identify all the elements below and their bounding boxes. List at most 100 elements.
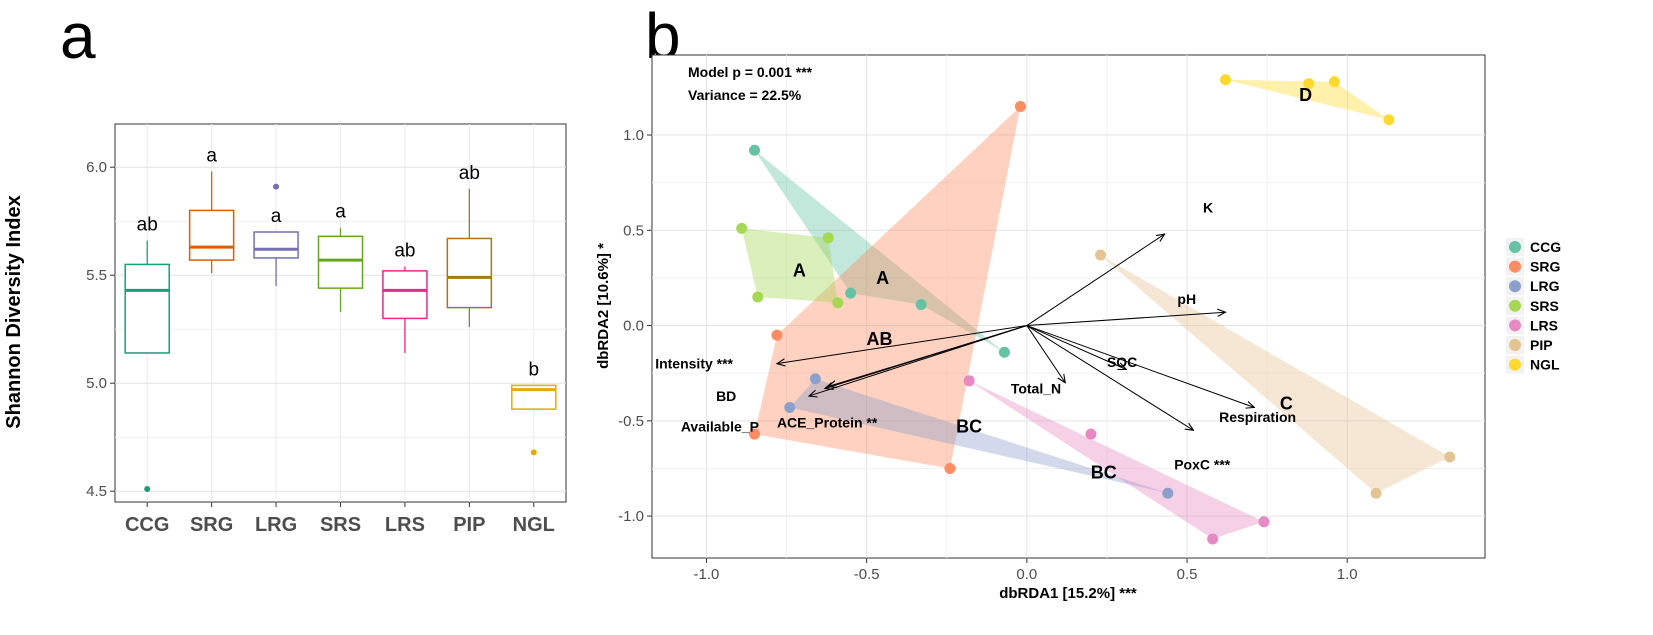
legend-label-lrg: LRG [1530, 278, 1560, 294]
vector-k [1026, 234, 1165, 326]
dbrda-group-labels: A A AB BC BC C D [793, 85, 1312, 482]
dbrda-env-vectors: KpH Intensity *** BD Available_P ACE_Protein… [655, 199, 1296, 472]
legend-swatch-lrs [1509, 319, 1521, 332]
group-label: A [793, 260, 806, 280]
vector-label-respiration: Respiration [1219, 409, 1296, 425]
hull-srs [741, 228, 838, 303]
significance-letter-lrg: a [271, 206, 282, 227]
outlier-point [273, 183, 280, 190]
point-srg [771, 329, 783, 341]
hull-srg [754, 106, 1021, 469]
group-label: AB [866, 329, 892, 349]
box-iqr [511, 384, 557, 410]
box-srg [188, 171, 235, 274]
outlier-point [144, 486, 151, 493]
legend-swatch-ccg [1509, 241, 1521, 253]
vector-label-available-p: Available_P [681, 419, 759, 435]
dbrda-grid [652, 55, 1485, 558]
y-tick-label: -0.5 [618, 413, 644, 430]
vector-label-total-n: Total_N [1011, 380, 1061, 396]
dbrda-legend: CCG SRG LRG SRS LRS PIP NGL [1506, 238, 1561, 374]
point-ccg [915, 299, 927, 311]
point-lrg [809, 373, 821, 385]
x-tick-label-ccg: CCG [125, 514, 169, 536]
x-tick-label: 0.0 [1016, 566, 1037, 583]
point-srg [749, 428, 761, 440]
hull-ccg [754, 150, 1005, 353]
point-srs [832, 297, 844, 309]
dbrda-panel: KpH Intensity *** BD Available_P ACE_Protein… [595, 54, 1561, 602]
point-lrs [1258, 516, 1270, 528]
significance-letter-ngl: b [528, 359, 539, 380]
point-srs [736, 222, 748, 234]
x-tick-label: -0.5 [854, 566, 880, 583]
y-tick-label: 5.0 [86, 375, 107, 392]
box-ngl [511, 384, 557, 456]
x-tick-label-srs: SRS [320, 514, 361, 536]
group-label: C [1280, 394, 1293, 414]
boxplot-boxes [124, 171, 557, 493]
box-ccg [124, 240, 170, 493]
legend-label-lrs: LRS [1530, 317, 1558, 333]
y-tick-label: -1.0 [618, 508, 644, 525]
box-iqr [124, 263, 170, 354]
point-ccg [845, 287, 857, 299]
box-iqr [317, 235, 364, 289]
box-pip [446, 188, 493, 328]
dbrda-x-ticks: -1.0 -0.5 0.0 0.5 1.0 [694, 558, 1358, 583]
vector-label-k: K [1203, 199, 1213, 215]
y-tick-label: 1.0 [623, 127, 644, 144]
vector-soc [1026, 325, 1126, 370]
significance-letter-srs: a [335, 202, 346, 223]
point-ccg [749, 144, 761, 156]
point-ngl [1383, 114, 1395, 126]
y-tick-label: 0.0 [623, 318, 644, 335]
vector-label-ace-protein: ACE_Protein ** [777, 415, 878, 431]
point-lrg [1162, 487, 1174, 499]
group-label: A [876, 268, 889, 288]
y-tick-label: 0.5 [623, 222, 644, 239]
legend-swatch-srs [1509, 299, 1521, 312]
legend-label-ccg: CCG [1530, 239, 1561, 255]
vector-label-ph: pH [1177, 291, 1196, 307]
point-lrs [963, 375, 975, 387]
legend-swatch-ngl [1509, 358, 1521, 371]
boxplot-panel: ab a a a ab ab b 4.5 5.0 5.5 6.0 CCG SRG LRG SRS LRS P… [3, 123, 567, 536]
dbrda-points [736, 74, 1456, 545]
y-tick-label: 4.5 [86, 483, 107, 500]
y-tick-label: 5.5 [86, 267, 107, 284]
boxplot-x-ticks: CCG SRG LRG SRS LRS PIP NGL [125, 502, 555, 536]
dbrda-x-axis-title: dbRDA1 [15.2%] *** [999, 585, 1137, 602]
significance-letter-pip: ab [459, 163, 480, 184]
legend-label-ngl: NGL [1530, 357, 1560, 373]
legend-swatch-lrg [1509, 280, 1521, 293]
point-lrs [1207, 533, 1219, 545]
variance-annotation: Variance = 22.5% [688, 87, 802, 103]
box-lrg [253, 183, 299, 286]
box-lrs [382, 266, 428, 353]
vector-intensity [777, 325, 1027, 364]
vector-poxc [1026, 325, 1194, 431]
panel-a-label: a [60, 0, 96, 72]
x-tick-label-lrg: LRG [255, 514, 297, 536]
vector-total-n [1026, 325, 1065, 383]
legend-swatch-pip [1509, 339, 1521, 351]
x-tick-label-ngl: NGL [513, 514, 555, 536]
box-iqr [253, 231, 299, 259]
point-srg [1014, 100, 1026, 112]
dbrda-y-axis-title: dbRDA2 [10.6%] * [595, 243, 612, 369]
hull-ngl [1225, 79, 1389, 120]
significance-letter-ccg: ab [137, 215, 158, 236]
box-iqr [446, 237, 493, 309]
x-tick-label-lrs: LRS [385, 514, 425, 536]
vector-ph [1026, 312, 1226, 327]
group-label: D [1299, 85, 1312, 105]
point-pip [1370, 487, 1382, 499]
x-tick-label: 0.5 [1177, 566, 1198, 583]
x-tick-label-pip: PIP [453, 514, 485, 536]
legend-label-srg: SRG [1530, 259, 1560, 275]
point-lrs [1085, 428, 1097, 440]
vector-label-bd: BD [716, 388, 736, 404]
group-label: BC [956, 417, 982, 437]
